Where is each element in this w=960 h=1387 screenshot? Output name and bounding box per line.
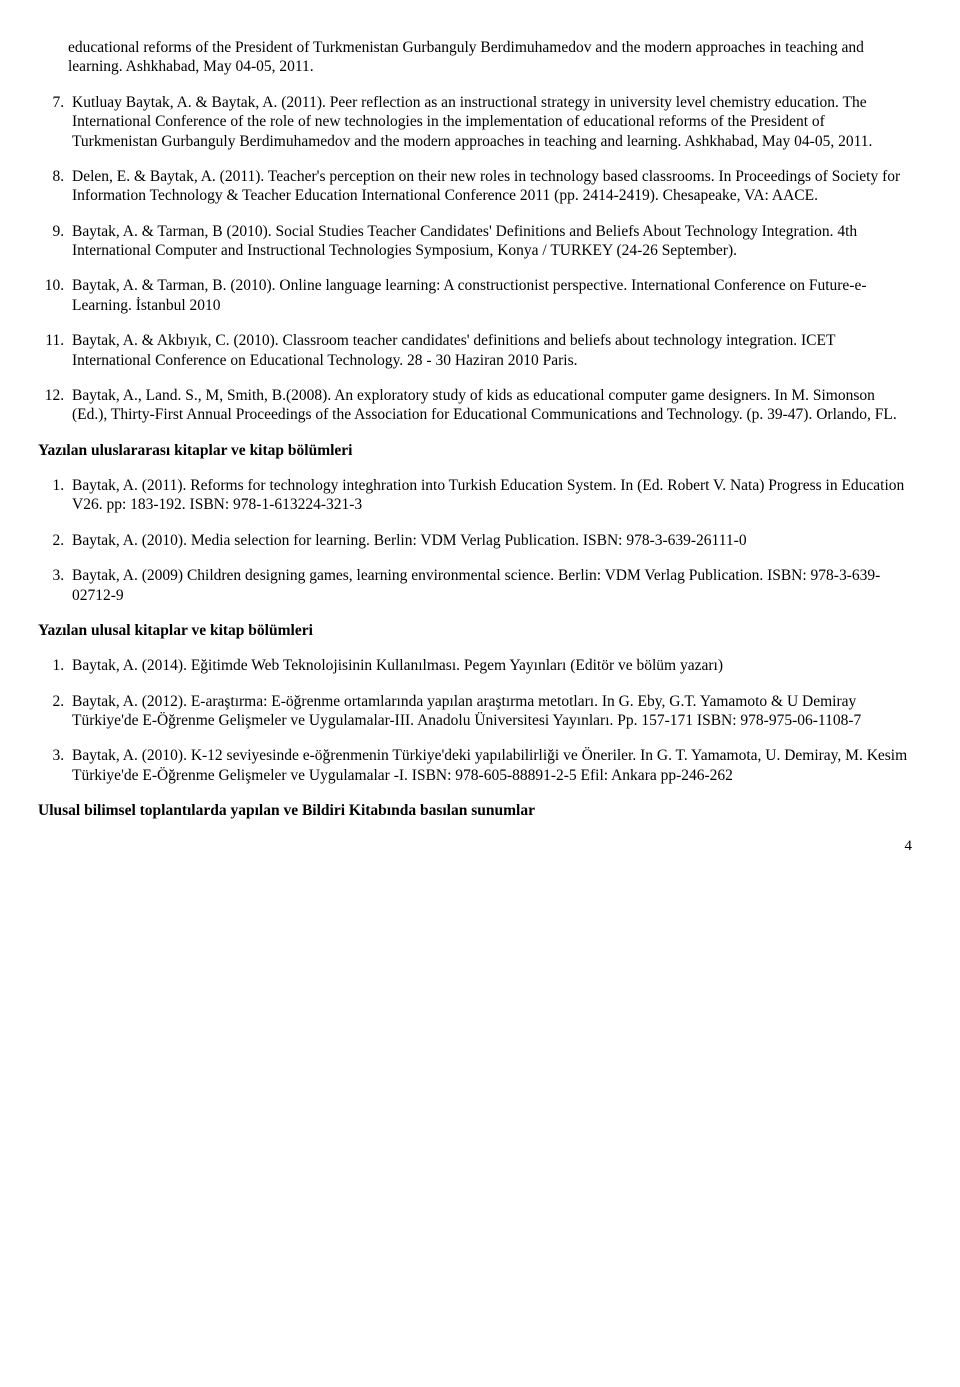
- reference-item: Kutluay Baytak, A. & Baytak, A. (2011). …: [68, 93, 912, 151]
- references-list-international-books: Baytak, A. (2011). Reforms for technolog…: [52, 476, 912, 605]
- reference-item: Baytak, A., Land. S., M, Smith, B.(2008)…: [68, 386, 912, 425]
- continued-reference-text: educational reforms of the President of …: [68, 38, 912, 77]
- section-heading-national-presentations: Ulusal bilimsel toplantılarda yapılan ve…: [38, 801, 912, 820]
- reference-item: Baytak, A. (2012). E-araştırma: E-öğrenm…: [68, 692, 912, 731]
- reference-item: Baytak, A. (2011). Reforms for technolog…: [68, 476, 912, 515]
- reference-item: Baytak, A. & Tarman, B (2010). Social St…: [68, 222, 912, 261]
- reference-item: Baytak, A. & Akbıyık, C. (2010). Classro…: [68, 331, 912, 370]
- reference-item: Baytak, A. (2009) Children designing gam…: [68, 566, 912, 605]
- reference-item: Baytak, A. (2010). K-12 seviyesinde e-öğ…: [68, 746, 912, 785]
- section-heading-international-books: Yazılan uluslararası kitaplar ve kitap b…: [38, 441, 912, 460]
- reference-item: Baytak, A. (2010). Media selection for l…: [68, 531, 912, 550]
- page-number: 4: [38, 837, 912, 856]
- reference-item: Baytak, A. (2014). Eğitimde Web Teknoloj…: [68, 656, 912, 675]
- section-heading-national-books: Yazılan ulusal kitaplar ve kitap bölümle…: [38, 621, 912, 640]
- references-list-conferences: Kutluay Baytak, A. & Baytak, A. (2011). …: [52, 93, 912, 425]
- reference-item: Delen, E. & Baytak, A. (2011). Teacher's…: [68, 167, 912, 206]
- reference-item: Baytak, A. & Tarman, B. (2010). Online l…: [68, 276, 912, 315]
- references-list-national-books: Baytak, A. (2014). Eğitimde Web Teknoloj…: [52, 656, 912, 785]
